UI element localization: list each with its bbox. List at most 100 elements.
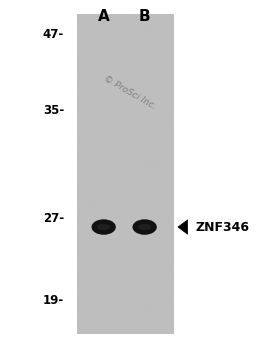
Point xyxy=(76,284,80,290)
Point xyxy=(144,276,148,282)
Point xyxy=(81,241,85,247)
Point xyxy=(98,195,102,200)
Point xyxy=(111,232,115,237)
Point xyxy=(77,321,81,327)
Point xyxy=(76,320,80,325)
Point xyxy=(86,187,90,192)
Point xyxy=(157,73,161,78)
Point xyxy=(148,276,152,281)
Point xyxy=(129,135,133,140)
Point xyxy=(112,17,116,23)
Point xyxy=(108,148,112,154)
Point xyxy=(136,314,140,320)
Point xyxy=(119,168,123,174)
Point xyxy=(110,257,114,263)
Point xyxy=(164,193,168,199)
Point xyxy=(93,260,98,266)
Point xyxy=(145,214,150,219)
Point xyxy=(81,170,85,176)
Point xyxy=(127,180,131,186)
Point xyxy=(141,15,145,21)
Point xyxy=(166,88,170,94)
Point xyxy=(145,76,150,81)
Point xyxy=(150,32,154,37)
Point xyxy=(93,277,98,282)
Point xyxy=(143,258,147,264)
Point xyxy=(96,118,100,124)
Point xyxy=(96,110,100,116)
Point xyxy=(140,76,144,81)
Point xyxy=(88,42,92,48)
Point xyxy=(152,134,156,139)
Text: © ProSci Inc.: © ProSci Inc. xyxy=(102,74,157,111)
Point xyxy=(153,20,157,25)
Point xyxy=(140,72,144,77)
Point xyxy=(169,174,173,179)
Point xyxy=(171,257,175,263)
Point xyxy=(113,93,117,99)
Point xyxy=(125,15,129,21)
Point xyxy=(167,84,172,89)
Point xyxy=(127,55,131,61)
Point xyxy=(77,160,81,165)
Point xyxy=(89,305,93,311)
Point xyxy=(145,284,150,289)
Point xyxy=(158,228,162,234)
Point xyxy=(113,82,118,87)
Point xyxy=(138,120,142,125)
Point xyxy=(158,111,162,116)
Point xyxy=(126,307,130,312)
Point xyxy=(132,297,136,303)
Point xyxy=(105,149,109,154)
Point xyxy=(147,34,152,40)
Point xyxy=(165,293,169,299)
Point xyxy=(86,67,90,73)
Point xyxy=(91,206,95,212)
Point xyxy=(147,273,151,279)
Point xyxy=(130,65,134,71)
Point xyxy=(103,285,107,291)
Point xyxy=(163,106,167,112)
Point xyxy=(164,260,168,265)
Point xyxy=(161,206,165,212)
Point xyxy=(144,309,148,314)
Point xyxy=(97,175,101,181)
Point xyxy=(122,286,126,292)
Point xyxy=(93,295,97,301)
Point xyxy=(159,313,163,319)
Point xyxy=(99,40,103,45)
Point xyxy=(96,105,100,111)
Point xyxy=(102,102,106,107)
Point xyxy=(91,291,95,296)
Point xyxy=(80,98,84,104)
Point xyxy=(132,203,136,209)
Point xyxy=(108,321,112,326)
Point xyxy=(116,47,120,52)
Point xyxy=(143,261,147,266)
Point xyxy=(122,135,126,141)
Point xyxy=(81,312,86,318)
Point xyxy=(122,316,126,321)
Point xyxy=(92,252,96,257)
Point xyxy=(86,245,90,250)
Point xyxy=(83,21,87,26)
Point xyxy=(123,178,127,183)
Point xyxy=(126,108,131,113)
Point xyxy=(137,92,141,97)
Point xyxy=(135,316,139,322)
Point xyxy=(124,282,128,287)
Point xyxy=(81,276,85,282)
Point xyxy=(160,255,164,260)
Point xyxy=(130,102,134,107)
Point xyxy=(150,173,154,179)
Point xyxy=(78,20,82,26)
Point xyxy=(121,280,125,285)
Point xyxy=(130,294,134,300)
Point xyxy=(148,95,152,100)
Point xyxy=(140,181,144,186)
Point xyxy=(90,308,94,314)
Point xyxy=(118,121,122,127)
Point xyxy=(101,161,105,166)
Point xyxy=(137,114,141,119)
Point xyxy=(145,229,150,234)
